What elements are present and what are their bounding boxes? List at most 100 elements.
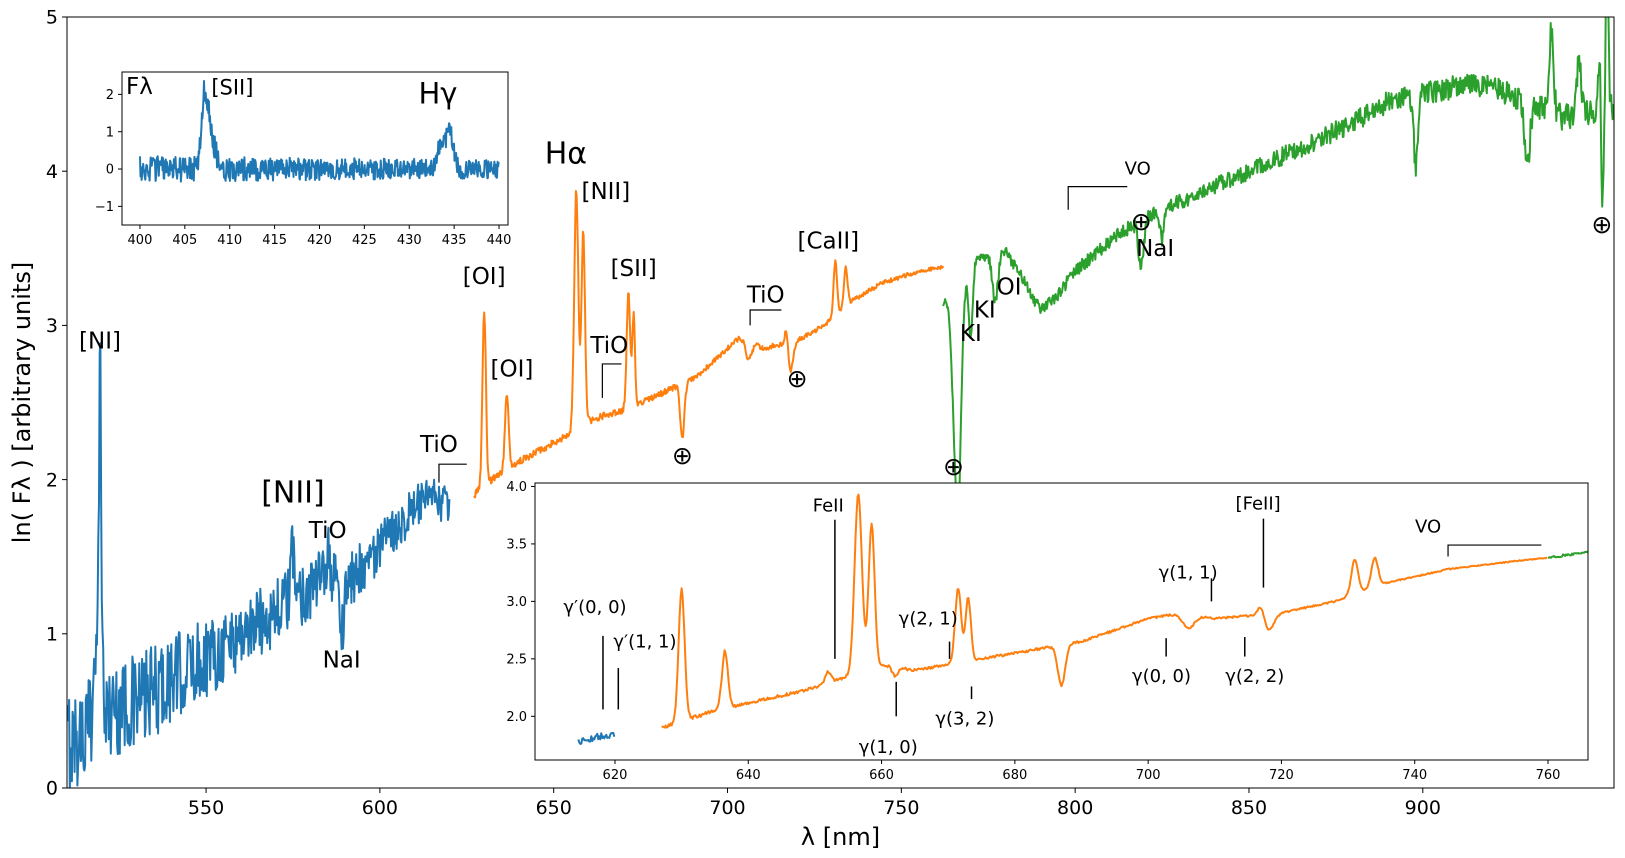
line-annotation: [SII]	[611, 256, 657, 282]
y-tick-label: 5	[46, 7, 58, 29]
y-tick-label: 3	[46, 315, 58, 337]
x-tick-label: 660	[869, 768, 894, 783]
y-tick-label: 4	[46, 161, 58, 183]
series-line-green	[1547, 550, 1588, 559]
line-annotation: TiO	[419, 432, 458, 458]
x-tick-label: 650	[536, 797, 572, 819]
x-tick-label: 800	[1057, 797, 1093, 819]
x-tick-label: 900	[1405, 797, 1441, 819]
line-annotation: [NII]	[261, 476, 325, 511]
inset-band-annotation: γ(1, 1)	[1159, 562, 1218, 583]
x-tick-label: 415	[262, 233, 287, 248]
x-tick-label: 435	[442, 233, 467, 248]
plot-frame	[534, 482, 1589, 761]
series-group	[139, 80, 500, 183]
line-annotation: [OI]	[463, 264, 506, 290]
x-tick-label: 740	[1402, 768, 1427, 783]
y-tick-label: 2.5	[506, 652, 527, 667]
inset-band-annotation: VO	[1415, 516, 1441, 537]
y-axis-label: ln( Fλ ) [arbitrary units]	[8, 262, 36, 543]
line-annotation: [NI]	[79, 329, 121, 355]
line-annotation: ⊕	[943, 452, 964, 481]
line-annotation: OI	[997, 275, 1022, 301]
x-axis-label: λ [nm]	[801, 823, 880, 851]
series-line-blue	[139, 80, 500, 183]
x-tick-label: 440	[487, 233, 512, 248]
x-tick-label: 410	[217, 233, 242, 248]
band-bracket	[1447, 544, 1542, 557]
inset-band-annotation: γ(0, 0)	[1132, 666, 1191, 687]
series-line-blue	[67, 342, 451, 788]
plot-background	[535, 483, 1588, 760]
line-annotation: ⊕	[1591, 210, 1612, 239]
y-tick-label: 2	[106, 88, 114, 103]
line-annotation: [OI]	[491, 356, 534, 382]
line-annotation: VO	[1125, 158, 1151, 179]
line-annotation: [NII]	[581, 179, 630, 205]
inset-band-annotation: γ′(1, 1)	[613, 631, 676, 652]
x-tick-label: 430	[397, 233, 422, 248]
plot-background	[122, 72, 508, 225]
y-tick-label: 0	[106, 163, 114, 178]
line-annotation: KI	[960, 321, 982, 347]
series-line-orange	[473, 190, 945, 499]
line-annotation: ⊕	[672, 441, 693, 470]
x-tick-label: 680	[1002, 768, 1027, 783]
x-tick-label: 850	[1231, 797, 1267, 819]
x-tick-label: 700	[1136, 768, 1161, 783]
series-group	[577, 493, 1588, 745]
y-tick-label: 2.0	[506, 710, 527, 725]
x-tick-label: 750	[883, 797, 919, 819]
line-annotation: [CaII]	[797, 228, 859, 254]
inset-band-annotation: γ(1, 0)	[859, 737, 918, 758]
inset-line-annotation: Hγ	[418, 77, 457, 111]
x-tick-label: 720	[1269, 768, 1294, 783]
x-tick-label: 600	[362, 797, 398, 819]
inset-line-annotation: [SII]	[211, 75, 253, 99]
x-tick-label: 405	[172, 233, 197, 248]
line-annotation: ⊕	[787, 364, 808, 393]
y-tick-label: 3.0	[506, 595, 527, 610]
inset-band-annotation: FeII	[813, 496, 844, 517]
line-annotation: TiO	[308, 518, 347, 544]
inset-top-spectrum: 400 405 410 415 420 425 430 435 440 −1 0 1 2 Fλ [SII] H…	[95, 71, 512, 248]
y-tick-label: 3.5	[506, 537, 527, 552]
x-tick-label: 400	[128, 233, 153, 248]
x-tick-label: 700	[709, 797, 745, 819]
line-annotation: TiO	[589, 333, 628, 359]
band-bracket	[1067, 186, 1128, 210]
plot-frame	[66, 16, 1615, 789]
y-tick-label: 1	[46, 623, 58, 645]
series-line-blue	[577, 731, 616, 745]
line-annotation: NaI	[323, 648, 361, 674]
inset-band-annotation: γ′(0, 0)	[563, 597, 626, 618]
series-group	[67, 17, 1614, 788]
series-line-green	[942, 17, 1614, 523]
plot-frame	[121, 71, 509, 226]
x-tick-label: 420	[307, 233, 332, 248]
band-bracket	[438, 463, 467, 483]
y-tick-label: 2	[46, 469, 58, 491]
x-tick-label: 760	[1536, 768, 1561, 783]
x-tick-label: 620	[603, 768, 628, 783]
y-tick-label: 1	[106, 125, 114, 140]
halpha-annotation: Hα	[545, 136, 587, 171]
x-tick-label: 550	[188, 797, 224, 819]
x-tick-label: 425	[352, 233, 377, 248]
y-tick-label: 0	[46, 778, 58, 800]
line-annotation: TiO	[746, 282, 785, 308]
y-tick-label: −1	[95, 200, 114, 215]
inset-band-annotation: γ(3, 2)	[935, 708, 994, 729]
inset-bottom-spectrum: 620 640 660 680 700 720 740 760 2.0 2.5 3.0 3.5 4.0 γ…	[506, 480, 1589, 783]
inset-band-annotation: [FeII]	[1236, 493, 1281, 514]
y-tick-label: 4.0	[506, 480, 527, 495]
line-annotation: KI	[974, 298, 996, 324]
band-bracket	[749, 309, 782, 326]
series-line-orange	[661, 493, 1548, 729]
inset-flux-label: Fλ	[126, 74, 153, 100]
x-tick-label: 640	[736, 768, 761, 783]
line-annotation: ⊕	[1131, 207, 1152, 236]
inset-band-annotation: γ(2, 2)	[1225, 666, 1284, 687]
inset-band-annotation: γ(2, 1)	[899, 608, 958, 629]
